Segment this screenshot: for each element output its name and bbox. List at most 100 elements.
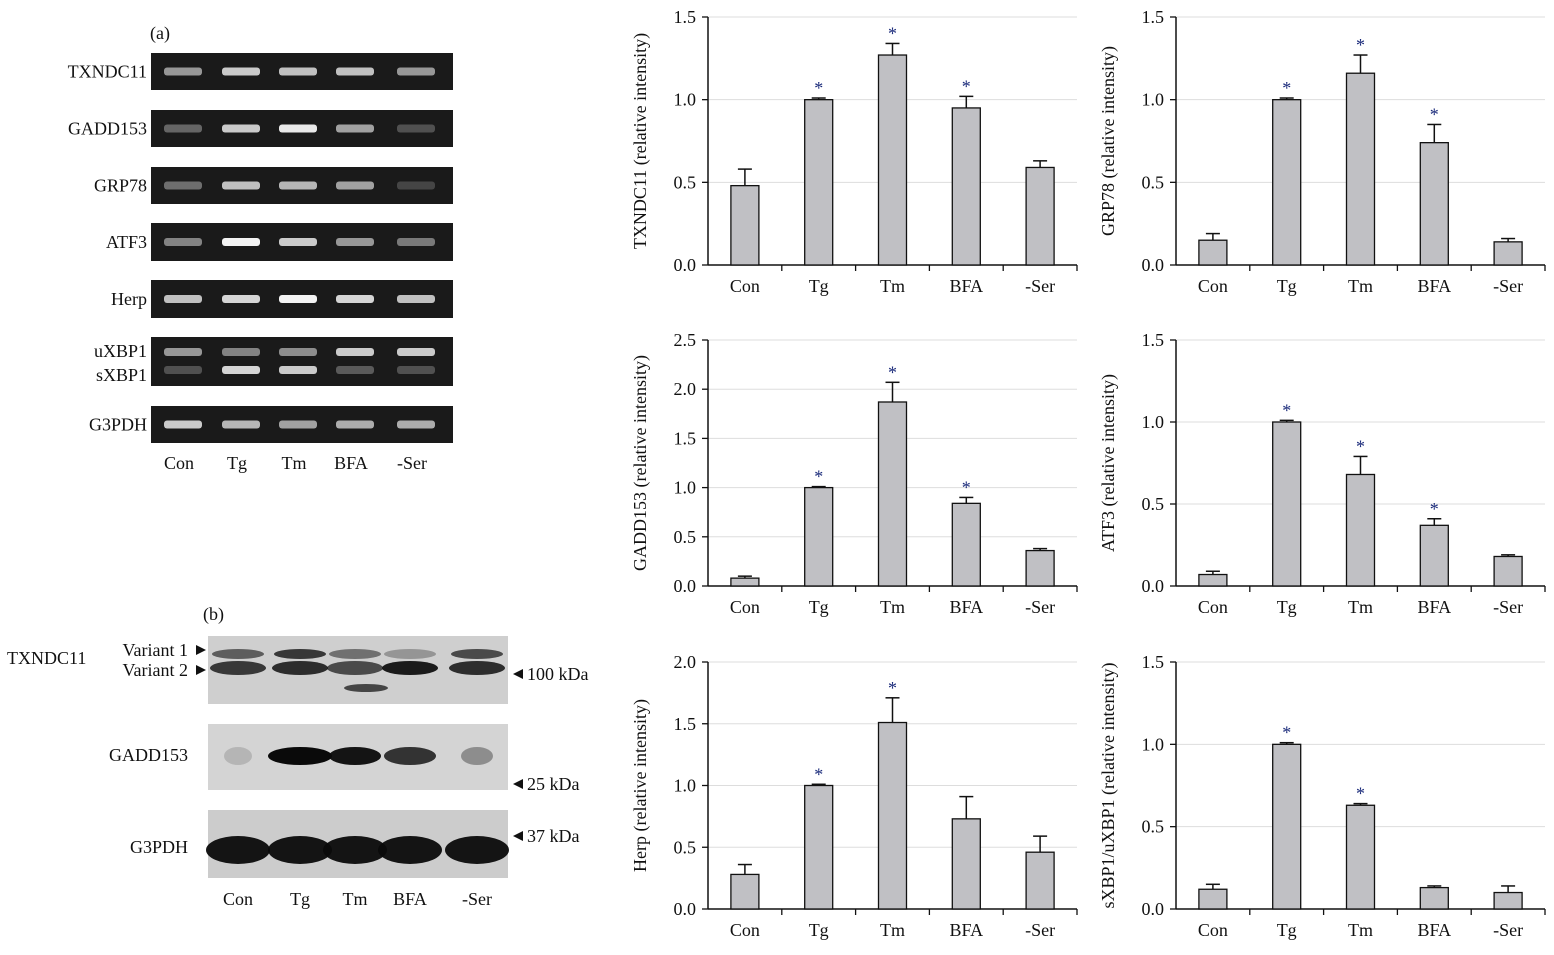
gel-band	[336, 295, 374, 303]
blot-band-tm-lower	[344, 684, 388, 692]
blot-band-g3pdh	[445, 836, 509, 864]
significance-asterisk: *	[888, 23, 897, 43]
x-tick-label: Tm	[880, 920, 905, 940]
y-axis-label: Herp (relative intensity)	[630, 699, 651, 872]
x-tick-label: Tg	[1277, 597, 1297, 617]
gel-band	[279, 67, 317, 76]
chart-3: 0.0 0.5 1.0 1.5 2.0 2.5 GADD153 (relative inte…	[630, 330, 1078, 617]
gel-band	[222, 238, 260, 246]
bar-con	[1198, 239, 1228, 266]
bar-tm	[877, 401, 908, 587]
g3pdh-blot-label: G3PDH	[130, 837, 188, 857]
gel-band	[336, 124, 374, 133]
bar-con	[730, 577, 760, 587]
bar-tg	[1272, 743, 1302, 910]
chart-1: 0.0 0.5 1.0 1.5 TXNDC11 (relative intensity)…	[630, 7, 1078, 296]
chart-4: 0.0 0.5 1.0 1.5 ATF3 (relative intensity) Con…	[1098, 330, 1546, 617]
y-axis-label: GADD153 (relative intensity)	[630, 355, 651, 571]
significance-asterisk: *	[1356, 436, 1365, 456]
bar-minus-ser	[1493, 891, 1523, 910]
gel-row-label: Herp	[111, 289, 147, 309]
gel-row-label: GRP78	[94, 176, 147, 196]
y-tick-label: 0.5	[1142, 817, 1165, 837]
x-tick-label: Tg	[809, 920, 829, 940]
gel-band	[397, 366, 435, 374]
y-axis-label: GRP78 (relative intensity)	[1098, 46, 1119, 236]
y-tick-label: 0.5	[674, 172, 697, 192]
blot-band-g3pdh	[323, 836, 387, 864]
y-tick-label: 0.0	[674, 576, 697, 596]
y-tick-label: 1.5	[1142, 7, 1165, 27]
blot-band-variant1	[384, 649, 436, 659]
significance-asterisk: *	[962, 477, 971, 497]
y-axis-label: sXBP1/uXBP1 (relative intensity)	[1098, 663, 1119, 909]
gel-band	[336, 366, 374, 374]
significance-asterisk: *	[1282, 78, 1291, 98]
y-tick-label: 1.0	[674, 478, 697, 498]
gel-lane-label: Con	[164, 453, 194, 473]
gel-band	[279, 238, 317, 246]
bar-tm	[1345, 473, 1376, 587]
x-tick-label: Tg	[809, 276, 829, 296]
x-tick-label: BFA	[949, 597, 983, 617]
blot-band-variant2	[449, 661, 505, 675]
x-tick-label: Tm	[880, 276, 905, 296]
x-tick-label: Con	[730, 276, 760, 296]
marker-100-label: 100 kDa	[527, 664, 589, 684]
gel-band	[164, 295, 202, 303]
blot-lane-label: -Ser	[462, 889, 492, 909]
x-tick-label: Tg	[1277, 920, 1297, 940]
panel-b-western-blot: (b) TXNDC11 Variant 1 Variant 2 GADD153 …	[7, 604, 589, 909]
x-tick-label: Con	[1198, 920, 1228, 940]
gel-band	[222, 181, 260, 190]
gel-band	[164, 420, 202, 429]
bar-minus-ser	[1493, 241, 1523, 266]
blot-band-variant1	[212, 649, 264, 659]
gel-band	[164, 366, 202, 374]
gel-band	[336, 348, 374, 356]
blot-band-variant2	[272, 661, 328, 675]
x-tick-label: Tm	[880, 597, 905, 617]
x-tick-label: Tm	[1348, 276, 1373, 296]
txndc11-blot-label: TXNDC11	[7, 648, 86, 668]
gel-band	[336, 420, 374, 429]
gel-band	[222, 420, 260, 429]
blot-band-variant1	[451, 649, 503, 659]
variant2-arrow-icon	[196, 665, 206, 675]
gel-band	[397, 348, 435, 356]
gel-band	[279, 295, 317, 303]
x-tick-label: -Ser	[1025, 276, 1055, 296]
y-tick-label: 1.5	[674, 714, 697, 734]
y-tick-label: 0.5	[1142, 494, 1165, 514]
y-tick-label: 1.5	[674, 7, 697, 27]
gel-band	[222, 348, 260, 356]
gel-band	[164, 124, 202, 133]
gadd153-blot-label: GADD153	[109, 745, 188, 765]
gel-band	[279, 420, 317, 429]
gel-band	[397, 124, 435, 133]
blot-band-g3pdh	[206, 836, 270, 864]
significance-asterisk: *	[888, 678, 897, 698]
y-tick-label: 2.0	[674, 379, 697, 399]
y-axis-label: TXNDC11 (relative intensity)	[630, 33, 651, 249]
gel-band	[397, 238, 435, 246]
y-tick-label: 0.5	[674, 837, 697, 857]
gel-band	[397, 181, 435, 190]
chart-5: 0.0 0.5 1.0 1.5 2.0 Herp (relative intensity)…	[630, 652, 1078, 940]
bar-bfa	[1419, 142, 1449, 266]
bar-bfa	[951, 818, 981, 910]
y-tick-label: 0.5	[1142, 172, 1165, 192]
bar-minus-ser	[1493, 555, 1523, 587]
gel-band	[222, 366, 260, 374]
gel-lane-label: Tm	[282, 453, 307, 473]
gel-band	[397, 420, 435, 429]
gel-row-uxbp1	[151, 337, 453, 386]
gel-band	[397, 295, 435, 303]
bar-tm	[1345, 72, 1376, 266]
bar-tg	[804, 486, 834, 587]
gel-row-label: TXNDC11	[68, 62, 147, 82]
bar-minus-ser	[1025, 166, 1055, 266]
panel-a-rtpcr-gel: (a) TXNDC11 GADD153 GRP78 ATF3 Herp uXBP1 sXBP…	[68, 23, 453, 473]
y-tick-label: 1.5	[674, 428, 697, 448]
